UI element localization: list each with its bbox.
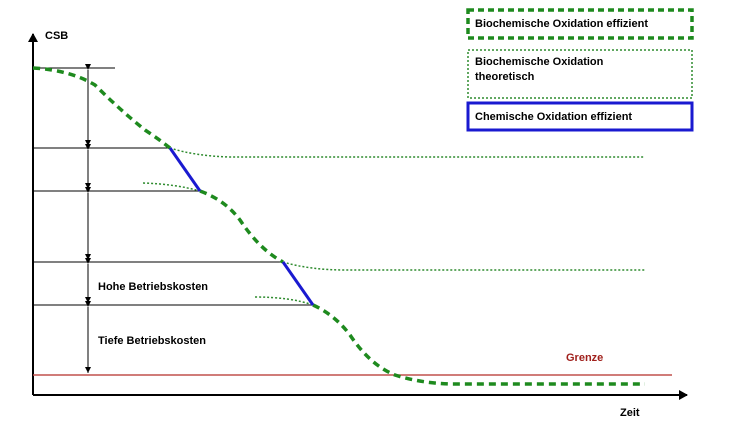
legend-label: Chemische Oxidation effizient: [475, 111, 632, 123]
theoretical-curves: [142, 147, 645, 306]
chemical-segments: [168, 147, 315, 306]
biochemical-curve: [32, 66, 645, 386]
legend-label: Biochemische Oxidation: [475, 56, 604, 68]
legend-box: [466, 8, 694, 40]
low-cost-label: Tiefe Betriebskosten: [98, 335, 206, 347]
legend-box: [466, 101, 694, 132]
reference-lines: [33, 67, 313, 306]
legend-label: Biochemische Oxidation effizient: [475, 18, 648, 30]
high-cost-label: Hohe Betriebskosten: [98, 281, 208, 293]
y-axis-label: CSB: [45, 30, 68, 42]
legend-label: theoretisch: [475, 71, 535, 83]
legend-box: [467, 49, 693, 99]
threshold-label: Grenze: [566, 352, 603, 364]
x-axis-label: Zeit: [620, 407, 640, 419]
